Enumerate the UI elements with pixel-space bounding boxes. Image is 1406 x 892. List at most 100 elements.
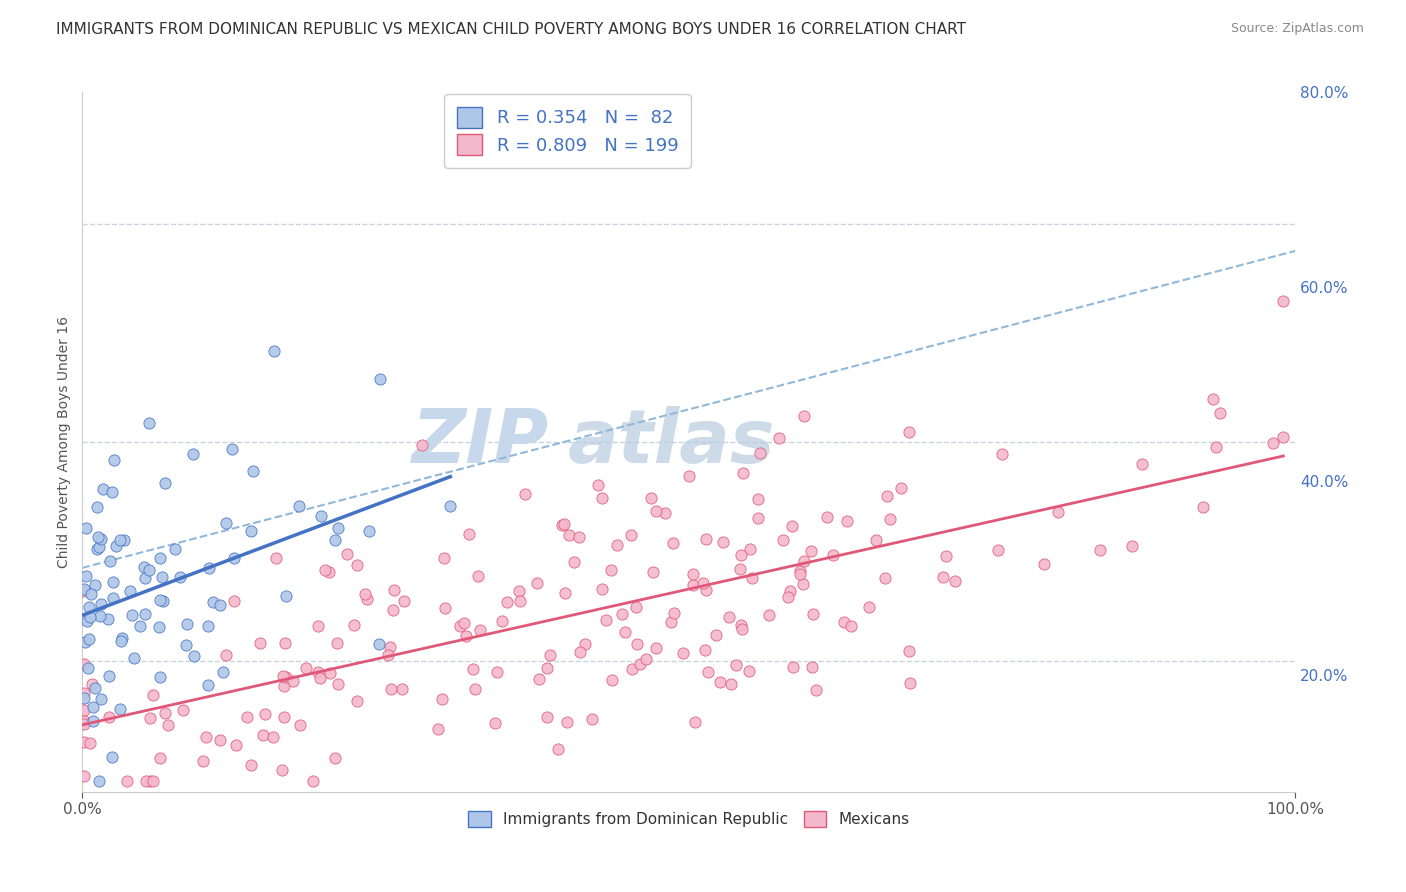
Point xyxy=(134,607,156,622)
Point xyxy=(453,615,475,630)
Point xyxy=(747,491,769,506)
Point xyxy=(626,636,648,650)
Point xyxy=(100,750,122,764)
Point xyxy=(77,632,100,646)
Text: atlas: atlas xyxy=(568,406,775,479)
Point xyxy=(741,571,763,585)
Point xyxy=(586,478,609,492)
Point xyxy=(90,597,112,611)
Point xyxy=(91,482,114,496)
Point xyxy=(382,602,405,616)
Text: Source: ZipAtlas.com: Source: ZipAtlas.com xyxy=(1230,22,1364,36)
Point xyxy=(288,717,311,731)
Point xyxy=(449,619,471,633)
Point xyxy=(1272,430,1295,444)
Point xyxy=(75,635,97,649)
Point xyxy=(80,586,103,600)
Point xyxy=(595,613,617,627)
Point xyxy=(550,518,572,533)
Point xyxy=(215,648,238,663)
Point xyxy=(309,508,332,523)
Point xyxy=(139,774,162,789)
Point xyxy=(645,641,668,656)
Point xyxy=(72,686,94,700)
Point xyxy=(152,594,174,608)
Point xyxy=(222,594,245,608)
Point xyxy=(336,547,359,561)
Point xyxy=(283,673,305,688)
Point xyxy=(276,589,298,603)
Point xyxy=(72,583,94,598)
Point xyxy=(768,431,790,445)
Point xyxy=(253,707,276,722)
Point xyxy=(496,595,519,609)
Point xyxy=(733,466,755,480)
Point xyxy=(1201,392,1223,406)
Point xyxy=(758,608,780,623)
Point xyxy=(138,711,160,725)
Point xyxy=(75,569,97,583)
Point xyxy=(343,618,366,632)
Point xyxy=(659,615,682,629)
Point xyxy=(935,549,957,563)
Point xyxy=(77,599,100,614)
Point xyxy=(121,608,143,623)
Point xyxy=(553,516,575,531)
Point xyxy=(529,672,551,686)
Point xyxy=(194,730,217,744)
Point xyxy=(134,571,156,585)
Point xyxy=(780,519,803,533)
Point xyxy=(274,636,297,650)
Point xyxy=(197,678,219,692)
Point xyxy=(803,607,825,621)
Point xyxy=(461,662,484,676)
Point xyxy=(271,669,294,683)
Point xyxy=(90,533,112,547)
Point xyxy=(772,533,794,548)
Point xyxy=(711,535,734,549)
Point xyxy=(153,706,176,720)
Point xyxy=(574,636,596,650)
Point xyxy=(72,769,94,783)
Point xyxy=(509,594,531,608)
Point xyxy=(252,728,274,742)
Point xyxy=(75,521,97,535)
Point xyxy=(149,670,172,684)
Point xyxy=(240,524,263,538)
Point xyxy=(172,703,194,717)
Point xyxy=(426,722,449,736)
Point xyxy=(467,569,489,583)
Point xyxy=(987,542,1010,557)
Point xyxy=(72,690,94,705)
Point xyxy=(695,533,717,547)
Point xyxy=(76,614,98,628)
Point xyxy=(150,570,173,584)
Point xyxy=(672,647,695,661)
Point xyxy=(384,582,406,597)
Point xyxy=(793,409,815,423)
Point xyxy=(720,677,742,691)
Point xyxy=(538,648,561,662)
Point xyxy=(149,593,172,607)
Point xyxy=(103,453,125,467)
Point xyxy=(890,481,912,495)
Point xyxy=(239,758,262,772)
Point xyxy=(104,539,127,553)
Point xyxy=(156,718,179,732)
Point xyxy=(163,541,186,556)
Text: IMMIGRANTS FROM DOMINICAN REPUBLIC VS MEXICAN CHILD POVERTY AMONG BOYS UNDER 16 : IMMIGRANTS FROM DOMINICAN REPUBLIC VS ME… xyxy=(56,22,966,37)
Point xyxy=(789,566,811,581)
Point xyxy=(222,551,245,566)
Point xyxy=(1192,500,1215,515)
Point xyxy=(634,651,657,665)
Point xyxy=(262,730,284,744)
Point xyxy=(302,774,325,789)
Point xyxy=(101,574,124,589)
Point xyxy=(526,576,548,591)
Point xyxy=(614,625,637,640)
Point xyxy=(198,560,221,574)
Point xyxy=(897,425,920,440)
Point xyxy=(380,640,402,654)
Point xyxy=(641,566,664,580)
Point xyxy=(536,710,558,724)
